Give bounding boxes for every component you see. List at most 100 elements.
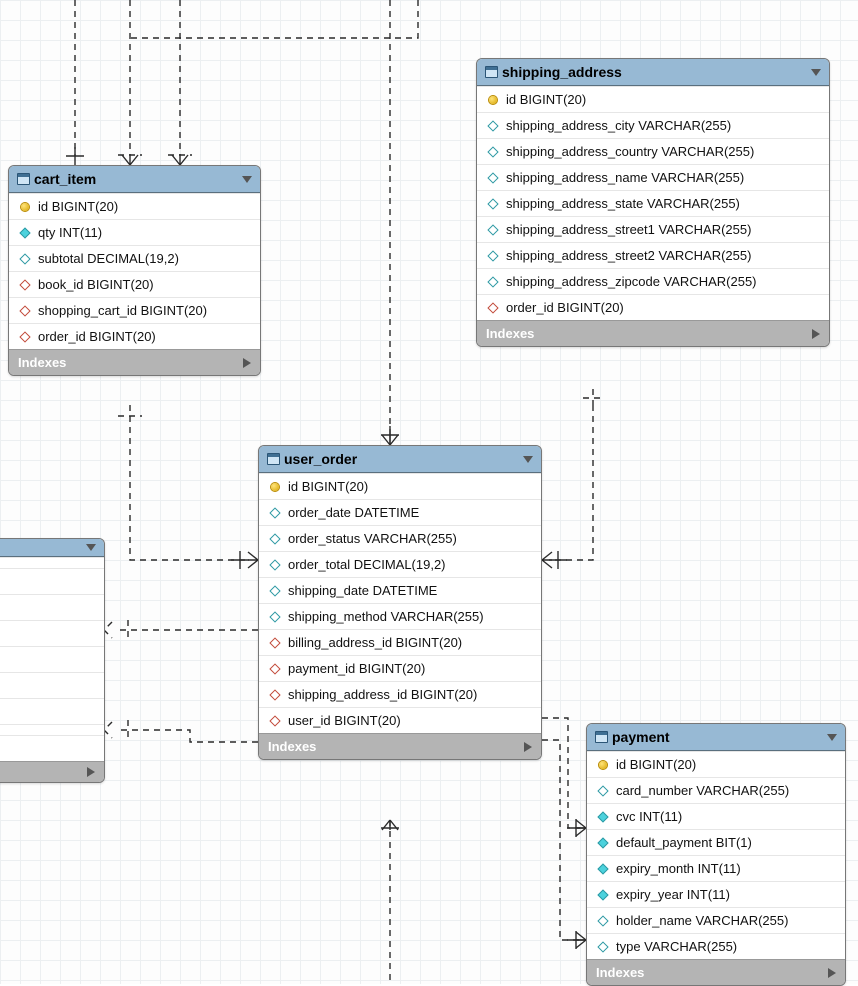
column-row[interactable]: subtotal DECIMAL(19,2): [9, 245, 260, 271]
column-text: expiry_month INT(11): [616, 861, 741, 876]
chevron-right-icon[interactable]: [524, 742, 532, 752]
chevron-right-icon[interactable]: [87, 767, 95, 777]
column-text: user_id BIGINT(20): [288, 713, 401, 728]
column-icon: [596, 813, 610, 821]
entity-header[interactable]: shipping_address: [477, 59, 829, 86]
column-text: shopping_cart_id BIGINT(20): [38, 303, 207, 318]
column-row[interactable]: RCHAR(255): [0, 620, 104, 646]
entity-header[interactable]: cart_item: [9, 166, 260, 193]
column-icon: [486, 226, 500, 234]
column-icon: [268, 613, 282, 621]
entity-left_partial[interactable]: HAR(255)ARCHAR(255)RCHAR(255)ARCHAR(255)…: [0, 538, 105, 783]
indexes-row[interactable]: Indexes: [9, 349, 260, 375]
column-row[interactable]: CHAR(255): [0, 735, 104, 761]
chevron-right-icon[interactable]: [243, 358, 251, 368]
column-text: expiry_year INT(11): [616, 887, 730, 902]
column-row[interactable]: ARCHAR(255): [0, 646, 104, 672]
column-row[interactable]: shopping_cart_id BIGINT(20): [9, 297, 260, 323]
chevron-down-icon[interactable]: [811, 69, 821, 76]
column-row[interactable]: qty INT(11): [9, 219, 260, 245]
entity-shipping_address[interactable]: shipping_addressid BIGINT(20) shipping_ad…: [476, 58, 830, 347]
column-row[interactable]: expiry_month INT(11): [587, 855, 845, 881]
column-row[interactable]: shipping_address_city VARCHAR(255): [477, 112, 829, 138]
column-row[interactable]: ARCHAR(255): [0, 698, 104, 724]
column-row[interactable]: id BIGINT(20): [477, 86, 829, 112]
chevron-right-icon[interactable]: [812, 329, 820, 339]
column-row[interactable]: order_id BIGINT(20): [477, 294, 829, 320]
foreign-key-icon: [268, 639, 282, 647]
column-row[interactable]: shipping_address_state VARCHAR(255): [477, 190, 829, 216]
column-row[interactable]: shipping_address_street2 VARCHAR(255): [477, 242, 829, 268]
chevron-down-icon[interactable]: [827, 734, 837, 741]
column-row[interactable]: shipping_address_zipcode VARCHAR(255): [477, 268, 829, 294]
column-text: order_total DECIMAL(19,2): [288, 557, 446, 572]
column-row[interactable]: payment_id BIGINT(20): [259, 655, 541, 681]
column-row[interactable]: book_id BIGINT(20): [9, 271, 260, 297]
column-row[interactable]: order_status VARCHAR(255): [259, 525, 541, 551]
column-row[interactable]: shipping_address_name VARCHAR(255): [477, 164, 829, 190]
primary-key-icon: [268, 483, 282, 491]
indexes-row[interactable]: Indexes: [259, 733, 541, 759]
indexes-row[interactable]: Indexes: [477, 320, 829, 346]
column-row[interactable]: id BIGINT(20): [259, 473, 541, 499]
column-row[interactable]: card_number VARCHAR(255): [587, 777, 845, 803]
foreign-key-icon: [18, 281, 32, 289]
entity-header[interactable]: user_order: [259, 446, 541, 473]
column-row[interactable]: expiry_year INT(11): [587, 881, 845, 907]
column-text: holder_name VARCHAR(255): [616, 913, 788, 928]
indexes-row[interactable]: Indexes: [587, 959, 845, 985]
column-row[interactable]: id BIGINT(20): [587, 751, 845, 777]
column-row[interactable]: shipping_date DATETIME: [259, 577, 541, 603]
column-text: default_payment BIT(1): [616, 835, 752, 850]
chevron-down-icon[interactable]: [242, 176, 252, 183]
foreign-key-icon: [268, 717, 282, 725]
indexes-label: Indexes: [268, 739, 316, 754]
column-icon: [18, 255, 32, 263]
column-text: book_id BIGINT(20): [38, 277, 154, 292]
column-row[interactable]: ARCHAR(255): [0, 672, 104, 698]
column-row[interactable]: [0, 724, 104, 735]
indexes-row[interactable]: [0, 761, 104, 782]
column-icon: [268, 561, 282, 569]
column-icon: [486, 252, 500, 260]
entity-cart_item[interactable]: cart_itemid BIGINT(20)qty INT(11)subtota…: [8, 165, 261, 376]
primary-key-icon: [18, 203, 32, 211]
column-row[interactable]: shipping_address_street1 VARCHAR(255): [477, 216, 829, 242]
column-row[interactable]: shipping_method VARCHAR(255): [259, 603, 541, 629]
chevron-down-icon[interactable]: [523, 456, 533, 463]
column-text: shipping_address_city VARCHAR(255): [506, 118, 731, 133]
column-row[interactable]: id BIGINT(20): [9, 193, 260, 219]
column-row[interactable]: cvc INT(11): [587, 803, 845, 829]
column-icon: [596, 787, 610, 795]
indexes-label: Indexes: [486, 326, 534, 341]
column-row[interactable]: type VARCHAR(255): [587, 933, 845, 959]
column-row[interactable]: billing_address_id BIGINT(20): [259, 629, 541, 655]
chevron-down-icon[interactable]: [86, 544, 96, 551]
column-row[interactable]: shipping_address_id BIGINT(20): [259, 681, 541, 707]
column-row[interactable]: shipping_address_country VARCHAR(255): [477, 138, 829, 164]
column-text: shipping_address_country VARCHAR(255): [506, 144, 754, 159]
column-row[interactable]: order_total DECIMAL(19,2): [259, 551, 541, 577]
column-row[interactable]: holder_name VARCHAR(255): [587, 907, 845, 933]
column-row[interactable]: ARCHAR(255): [0, 594, 104, 620]
column-text: payment_id BIGINT(20): [288, 661, 425, 676]
foreign-key-icon: [268, 665, 282, 673]
column-text: shipping_address_zipcode VARCHAR(255): [506, 274, 757, 289]
column-row[interactable]: order_id BIGINT(20): [9, 323, 260, 349]
column-row[interactable]: HAR(255): [0, 568, 104, 594]
table-icon: [17, 173, 30, 185]
entity-header[interactable]: [0, 539, 104, 557]
column-row[interactable]: order_date DATETIME: [259, 499, 541, 525]
entity-payment[interactable]: payment id BIGINT(20) card_number VARCHAR(…: [586, 723, 846, 986]
column-text: id BIGINT(20): [616, 757, 696, 772]
table-icon: [485, 66, 498, 78]
entity-user_order[interactable]: user_orderid BIGINT(20)order_date DATETI…: [258, 445, 542, 760]
entity-header[interactable]: payment: [587, 724, 845, 751]
column-row[interactable]: [0, 557, 104, 568]
column-row[interactable]: user_id BIGINT(20): [259, 707, 541, 733]
column-text: shipping_date DATETIME: [288, 583, 437, 598]
column-row[interactable]: default_payment BIT(1): [587, 829, 845, 855]
table-icon: [267, 453, 280, 465]
column-text: cvc INT(11): [616, 809, 682, 824]
chevron-right-icon[interactable]: [828, 968, 836, 978]
